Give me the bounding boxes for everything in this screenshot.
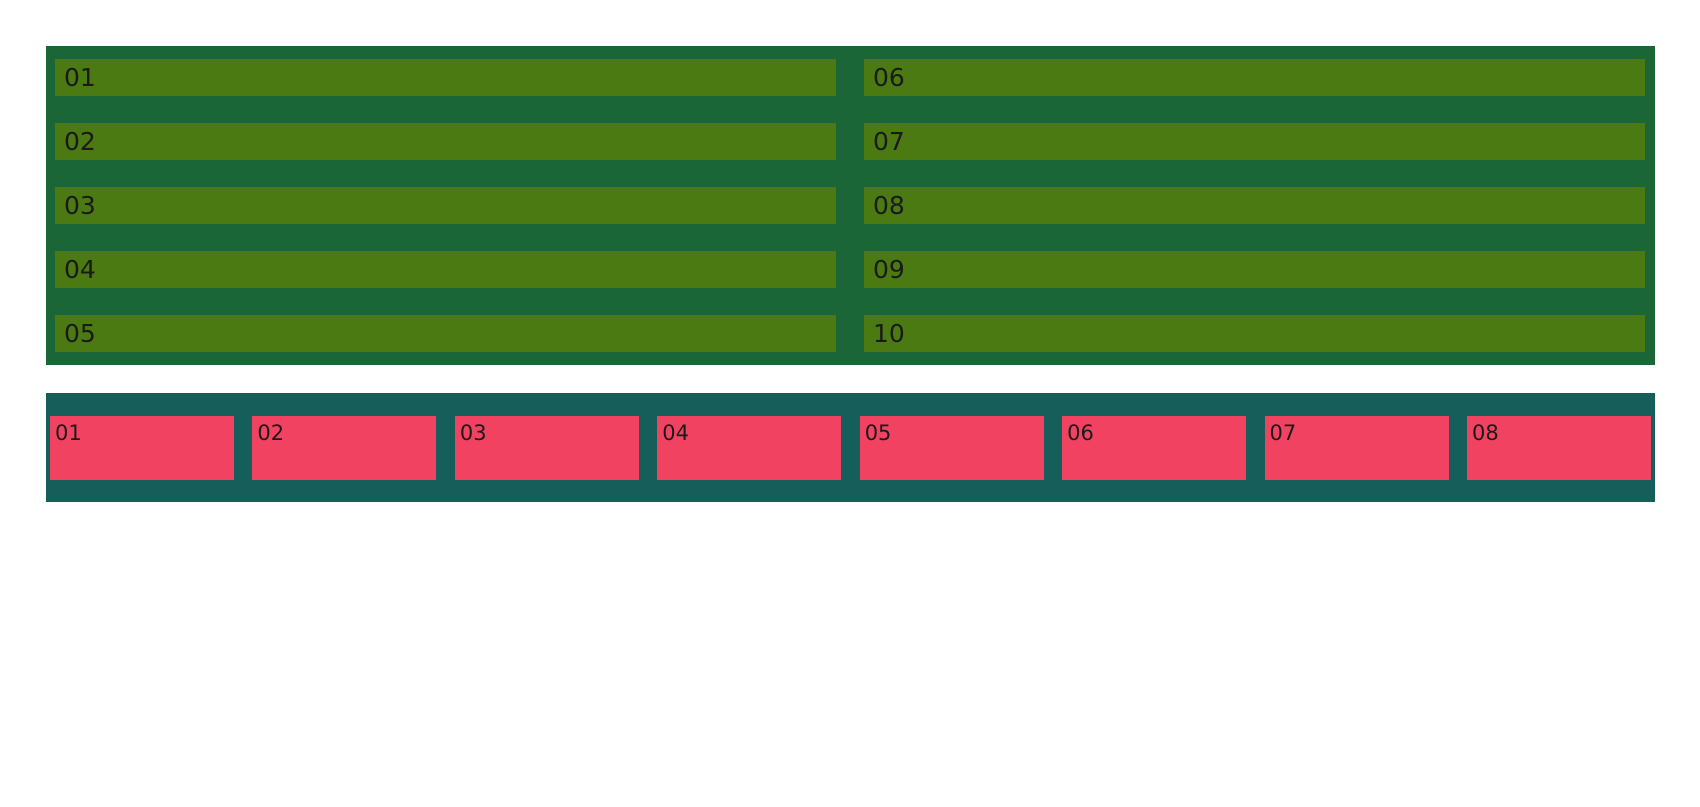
flex-item-06: 06 bbox=[1062, 416, 1247, 480]
grid-item-02: 02 bbox=[55, 123, 836, 160]
flex-item-01: 01 bbox=[50, 416, 234, 480]
grid-item-09: 09 bbox=[864, 251, 1645, 288]
grid-item-10: 10 bbox=[864, 315, 1645, 352]
flex-item-05: 05 bbox=[859, 416, 1044, 480]
top-grid-container: 01 02 03 04 05 06 07 08 09 10 bbox=[46, 46, 1655, 365]
grid-item-05: 05 bbox=[55, 315, 836, 352]
grid-item-01: 01 bbox=[55, 59, 836, 96]
grid-item-07: 07 bbox=[864, 123, 1645, 160]
flex-item-04: 04 bbox=[657, 416, 842, 480]
grid-item-04: 04 bbox=[55, 251, 836, 288]
flex-item-03: 03 bbox=[454, 416, 639, 480]
grid-item-08: 08 bbox=[864, 187, 1645, 224]
flex-item-02: 02 bbox=[252, 416, 437, 480]
grid-item-06: 06 bbox=[864, 59, 1645, 96]
flex-item-07: 07 bbox=[1264, 416, 1449, 480]
grid-item-03: 03 bbox=[55, 187, 836, 224]
flex-row-container: 01 02 03 04 05 06 07 08 bbox=[46, 393, 1655, 502]
flex-item-08: 08 bbox=[1466, 416, 1651, 480]
